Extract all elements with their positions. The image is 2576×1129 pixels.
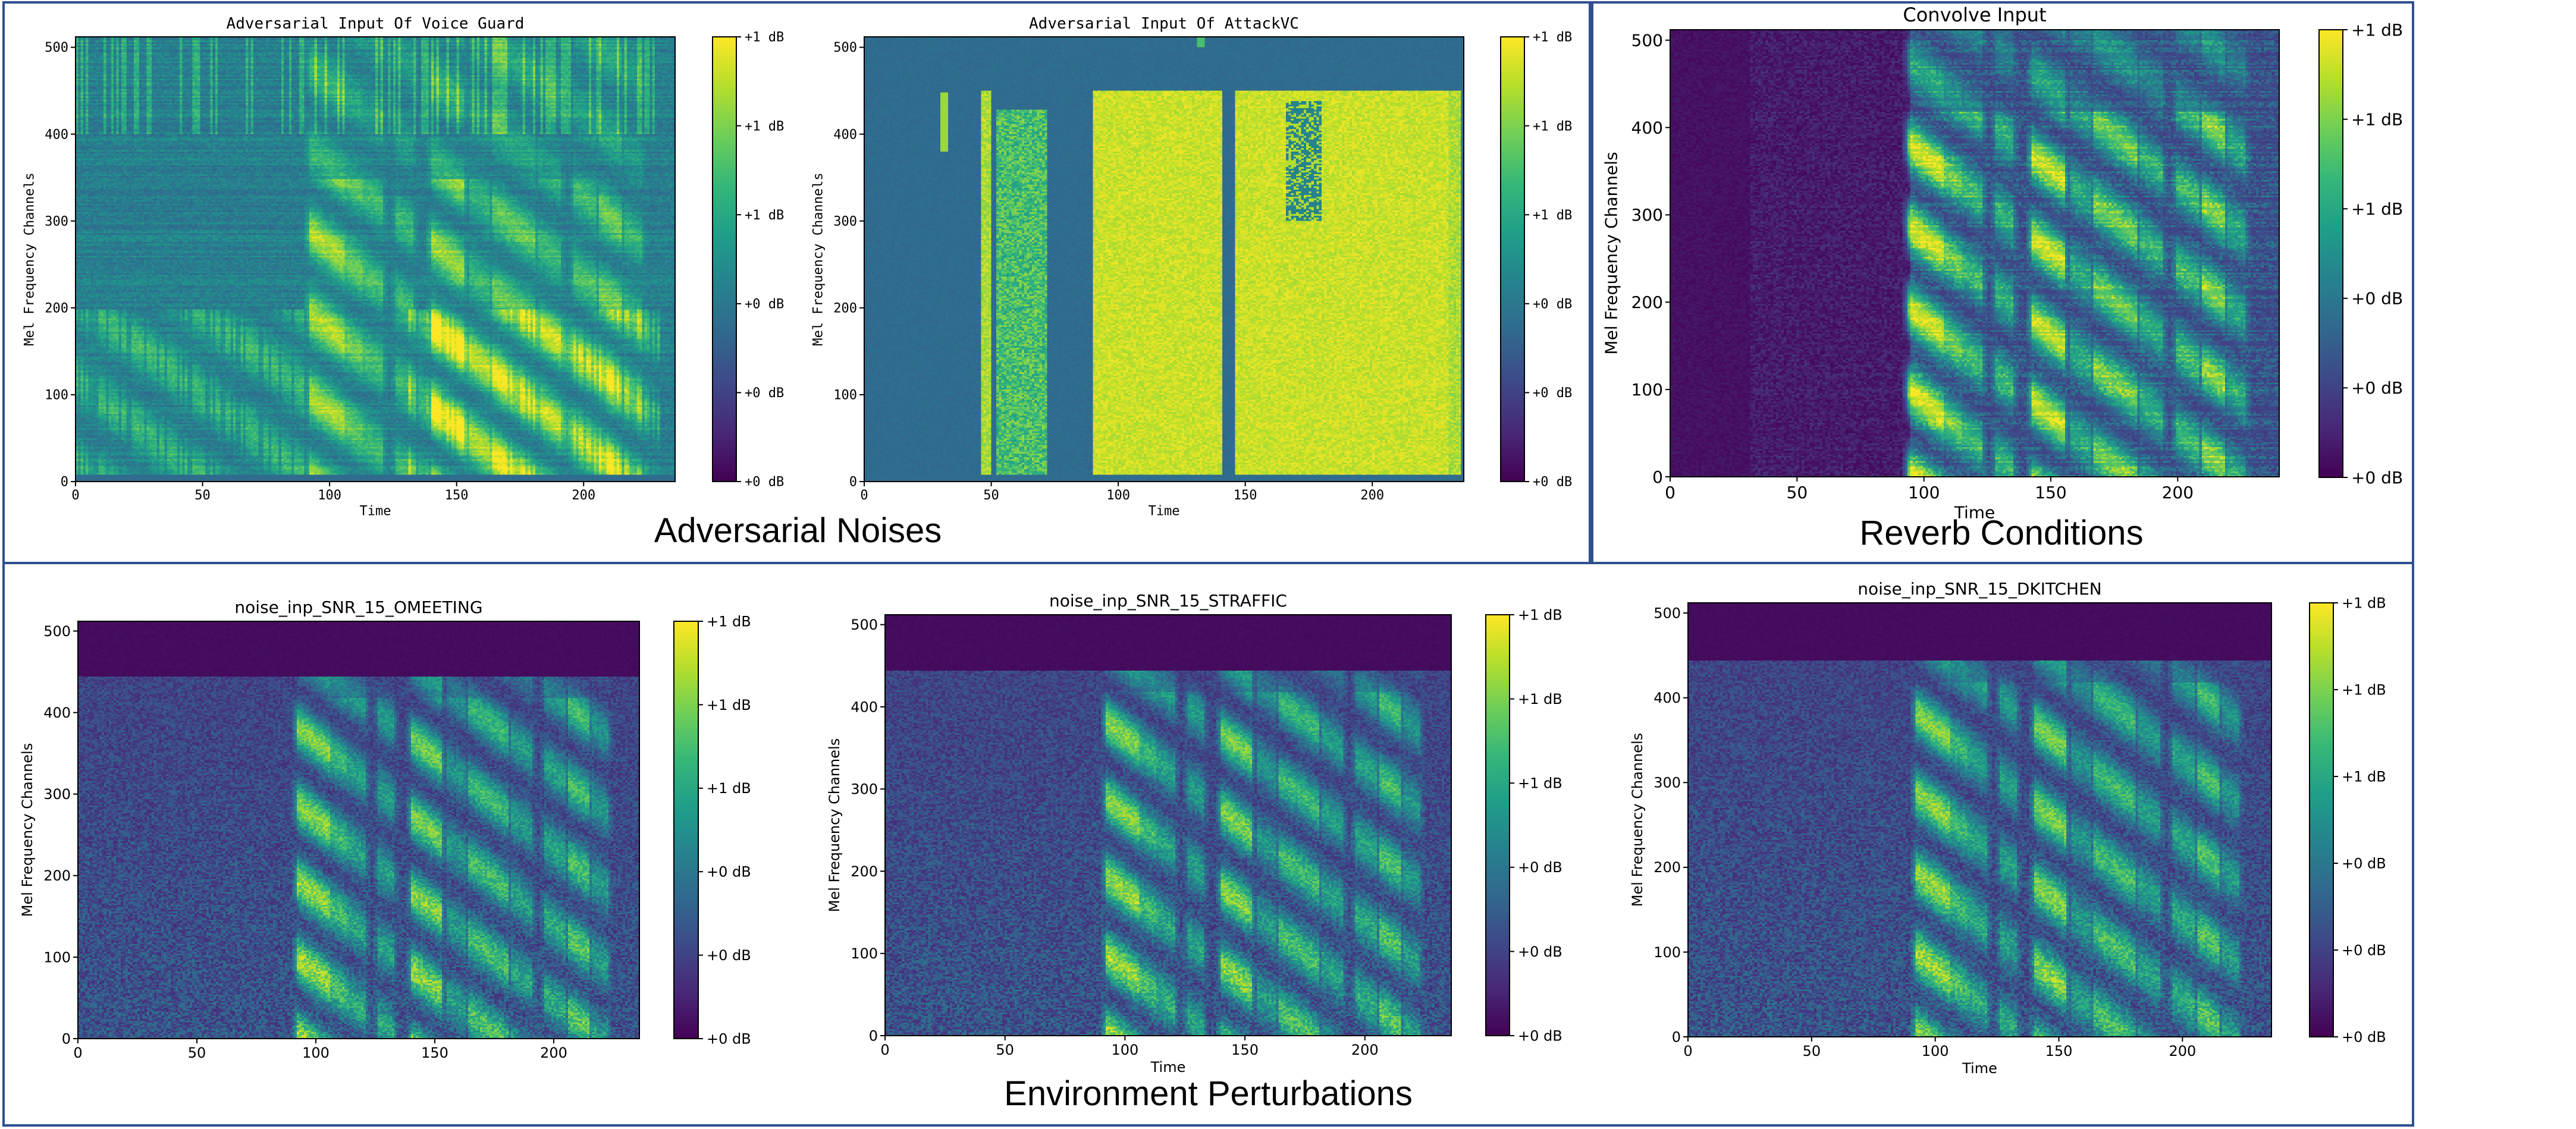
colorbar: [2309, 602, 2334, 1037]
chart-title: noise_inp_SNR_15_DKITCHEN: [1858, 579, 2101, 599]
y-tick-label: 200: [1653, 859, 1681, 876]
colorbar-tick-label: +1 dB: [2342, 768, 2386, 785]
group-title-environment: Environment Perturbations: [1004, 1074, 1413, 1113]
colorbar-tick-label: +1 dB: [2342, 595, 2386, 611]
y-tick-label: 500: [1653, 605, 1681, 622]
x-axis-label: Time: [1962, 1060, 1997, 1077]
environment-perturbations-panel: Environment Perturbations: [2, 562, 2414, 1127]
y-tick-label: 0: [1672, 1029, 1681, 1045]
y-tick-label: 300: [1653, 775, 1681, 791]
colorbar-tick-label: +0 dB: [2342, 855, 2386, 872]
x-tick-label: 0: [1683, 1043, 1692, 1059]
colorbar-tick-label: +1 dB: [2342, 681, 2386, 698]
x-tick-label: 200: [2169, 1043, 2196, 1059]
colorbar-tick-label: +0 dB: [2342, 1029, 2386, 1045]
x-tick-label: 150: [2045, 1043, 2073, 1059]
group-title-adversarial: Adversarial Noises: [654, 511, 942, 550]
x-tick-label: 100: [1922, 1043, 1949, 1059]
group-title-reverb: Reverb Conditions: [1859, 514, 2144, 552]
x-tick-label: 50: [1803, 1043, 1821, 1059]
plot-frame: [1687, 602, 2272, 1037]
y-tick-label: 100: [1653, 944, 1681, 961]
y-axis-label: Mel Frequency Channels: [1629, 733, 1646, 907]
spectrogram-image: [1688, 603, 2271, 1037]
y-tick-label: 400: [1653, 690, 1681, 706]
colorbar-tick-label: +0 dB: [2342, 942, 2386, 958]
